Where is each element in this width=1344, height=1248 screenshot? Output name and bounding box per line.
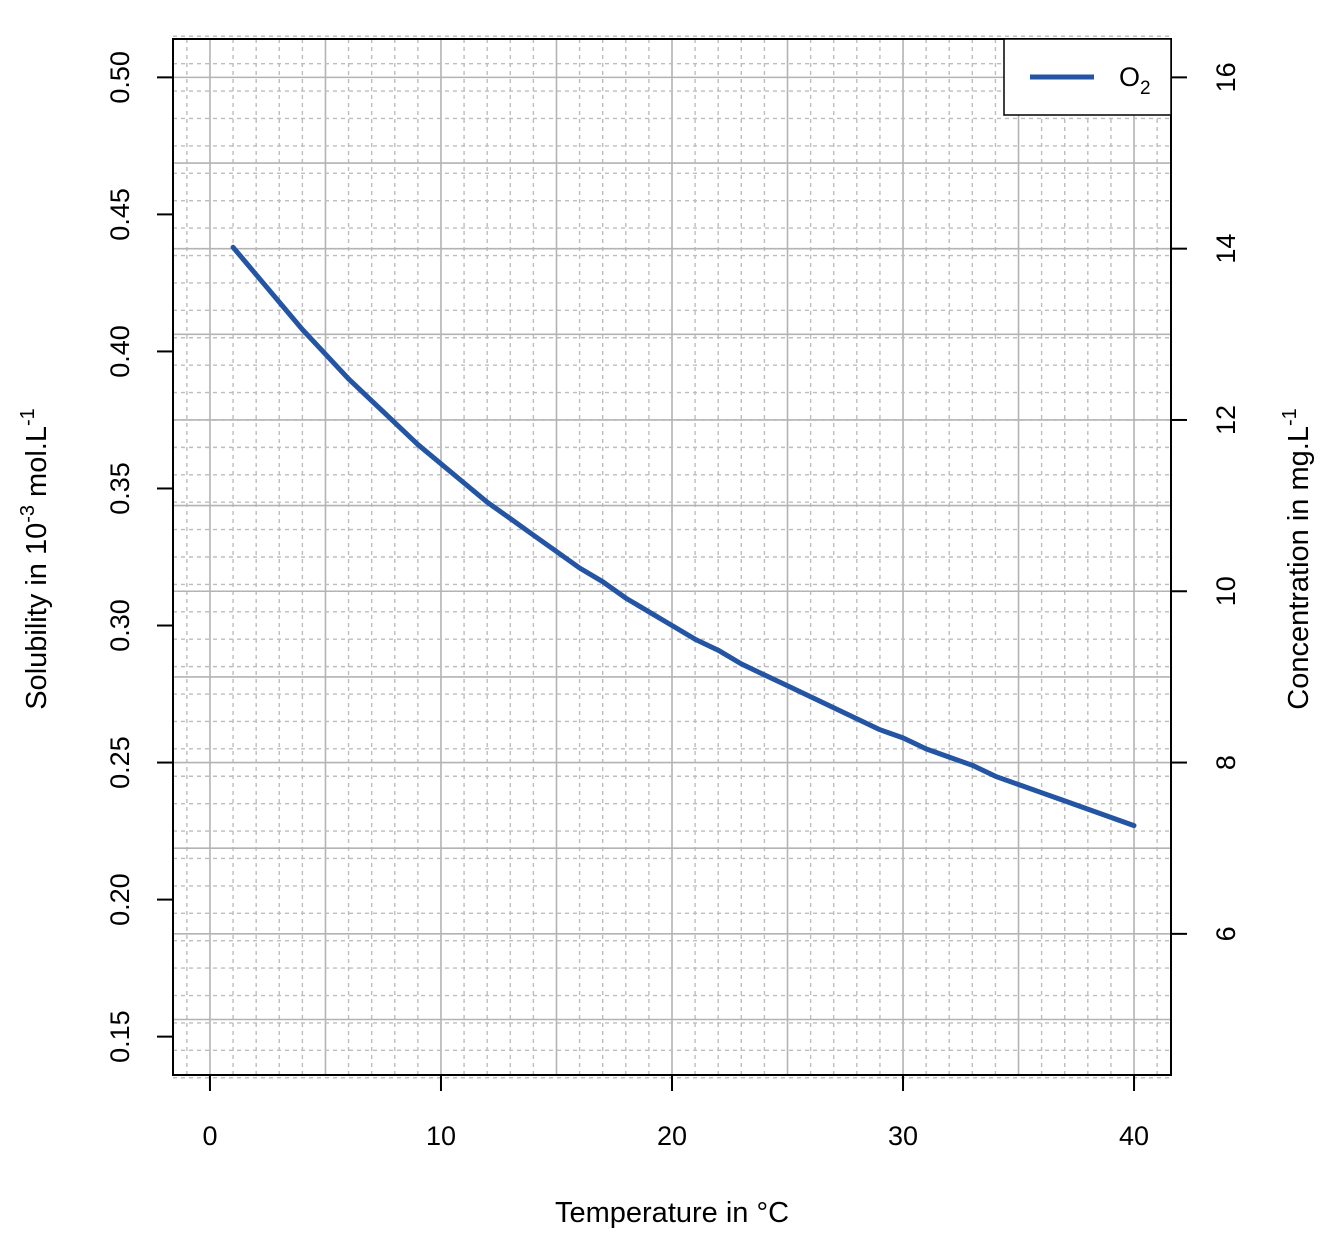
y-axis-title-sup1: -3 (17, 505, 39, 523)
y2-tick-label: 6 (1211, 926, 1241, 941)
legend-label-subscript: 2 (1140, 78, 1151, 99)
series-layer (230, 244, 1137, 829)
y-tick-label: 0.30 (105, 599, 135, 652)
y2-axis-title-sup: -1 (1279, 408, 1301, 426)
grid (173, 35, 1171, 1079)
x-tick-label: 10 (426, 1121, 456, 1151)
y2-tick-label: 12 (1211, 405, 1241, 435)
y-tick-label: 0.50 (105, 51, 135, 104)
x-tick-label: 20 (657, 1121, 687, 1151)
y2-tick-label: 14 (1211, 234, 1241, 264)
y2-tick-label: 16 (1211, 62, 1241, 92)
legend-label-o2: O2 (1119, 62, 1151, 99)
y2-axis: 6 8 10 12 14 16 (1171, 62, 1241, 941)
y2-axis-title: Concentration in mg.L-1 (1279, 408, 1315, 710)
y-axis: 0.15 0.20 0.25 0.30 0.35 0.40 0.45 0.50 (105, 51, 173, 1063)
x-tick-label: 40 (1119, 1121, 1149, 1151)
y-axis-title-prefix: Solubility in 10 (21, 523, 53, 710)
y-tick-label: 0.45 (105, 188, 135, 241)
y-tick-label: 0.20 (105, 873, 135, 926)
y2-axis-title-prefix: Concentration in mg.L (1283, 426, 1315, 710)
y-tick-label: 0.15 (105, 1010, 135, 1063)
legend: O2 (1003, 38, 1172, 116)
x-axis: 0 10 20 30 40 (202, 1075, 1149, 1151)
y-axis-title-middle: mol.L (21, 426, 53, 505)
series-line-o2 (230, 244, 1137, 829)
y-axis-title-sup2: -1 (17, 408, 39, 426)
y-tick-label: 0.25 (105, 736, 135, 789)
legend-label-main: O (1119, 62, 1140, 92)
y2-tick-label: 8 (1211, 755, 1241, 770)
x-tick-label: 0 (202, 1121, 217, 1151)
y-axis-title: Solubility in 10-3 mol.L-1 (17, 408, 53, 710)
x-axis-title: Temperature in °C (555, 1197, 789, 1229)
y-tick-label: 0.35 (105, 462, 135, 515)
y-tick-label: 0.40 (105, 325, 135, 378)
y2-tick-label: 10 (1211, 576, 1241, 606)
x-tick-label: 30 (888, 1121, 918, 1151)
